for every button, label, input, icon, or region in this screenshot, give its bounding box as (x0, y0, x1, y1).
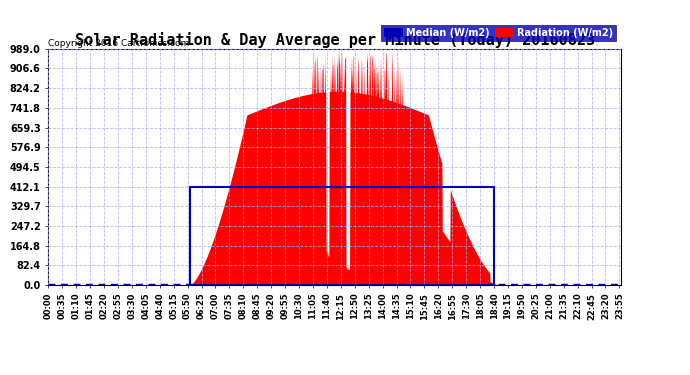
Text: Copyright 2016 Cartronics.com: Copyright 2016 Cartronics.com (48, 39, 190, 48)
Legend: Median (W/m2), Radiation (W/m2): Median (W/m2), Radiation (W/m2) (381, 25, 616, 41)
Title: Solar Radiation & Day Average per Minute (Today) 20160823: Solar Radiation & Day Average per Minute… (75, 32, 595, 48)
Bar (190, 186, 494, 285)
